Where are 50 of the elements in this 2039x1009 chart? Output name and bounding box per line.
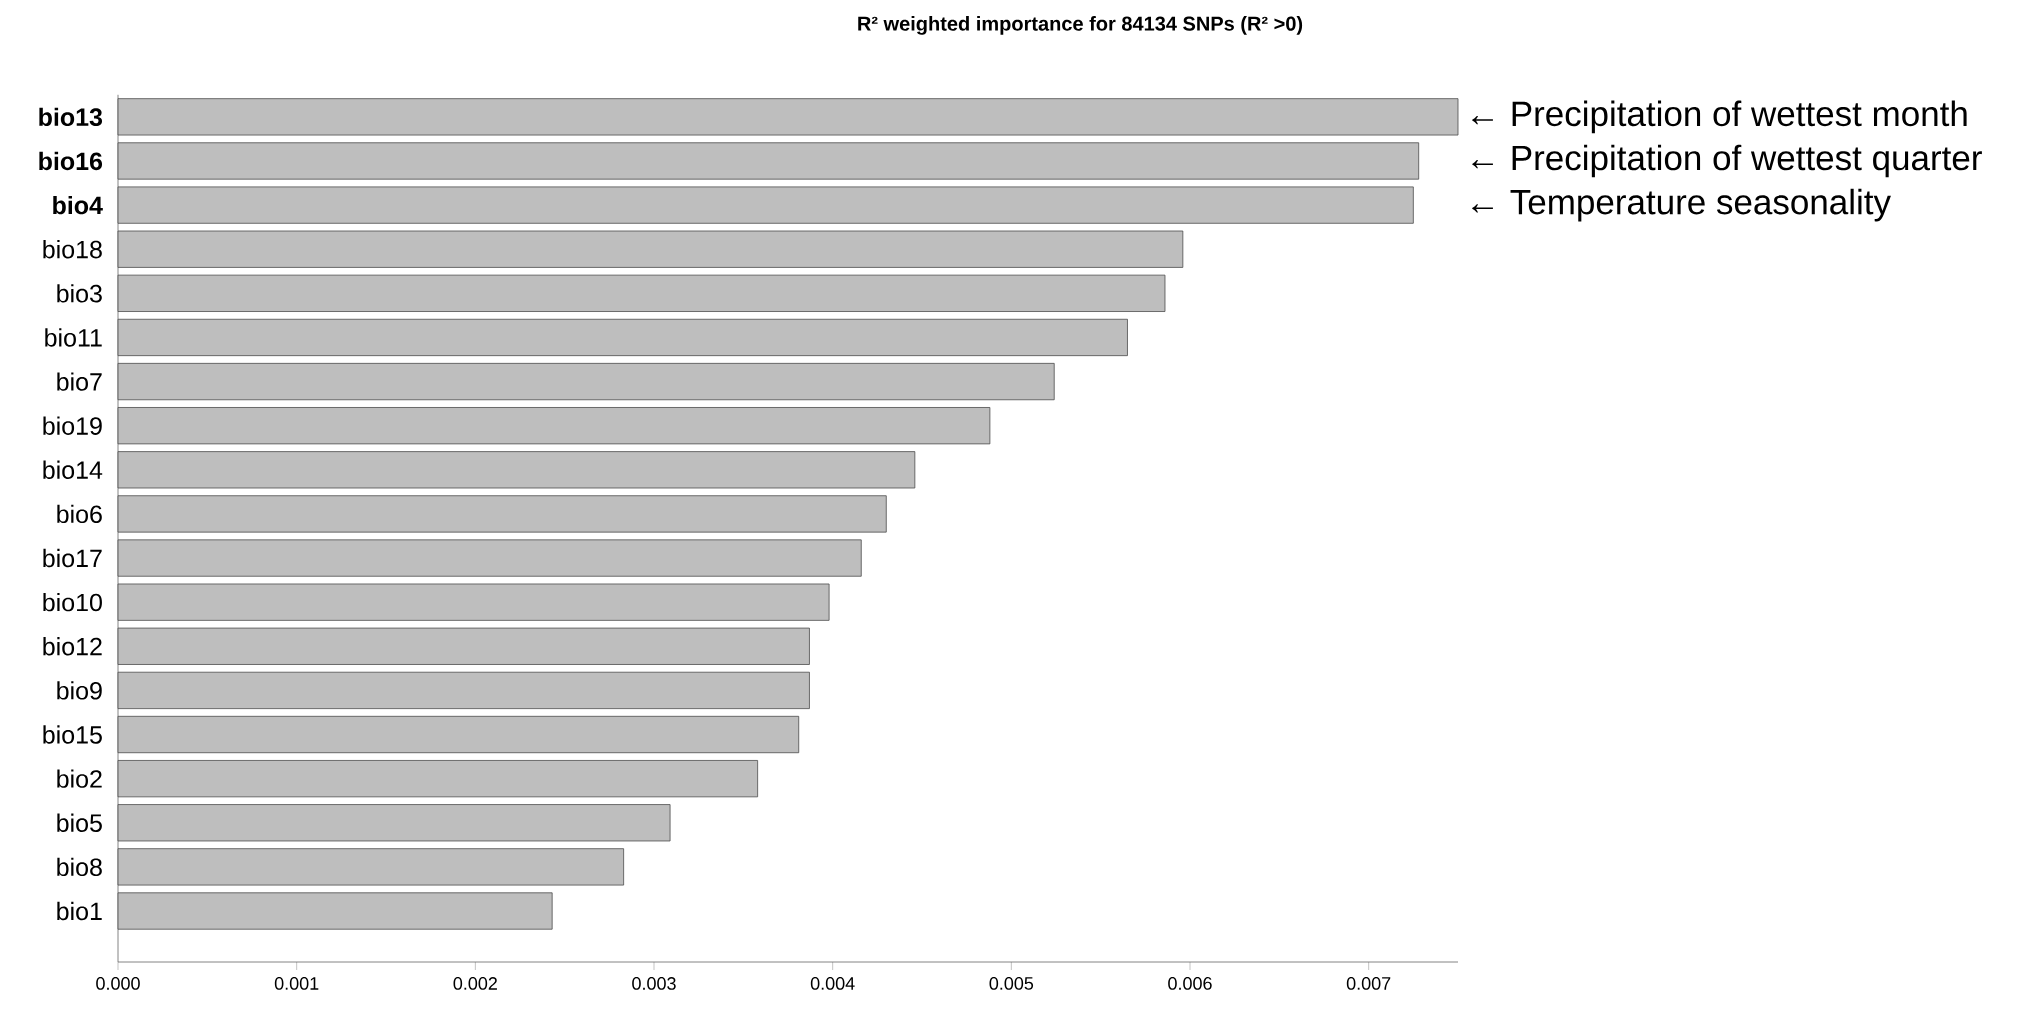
bar [117, 98, 1459, 136]
x-tick-label: 0.000 [96, 977, 140, 990]
x-tick-label: 0.004 [810, 977, 855, 990]
y-tick-label: bio6 [57, 504, 102, 524]
bar [117, 407, 991, 445]
x-tick-label: 0.001 [274, 977, 319, 990]
y-tick-label: bio12 [43, 637, 102, 656]
bar [117, 362, 1055, 401]
x-tick-label: 0.003 [632, 977, 676, 990]
y-tick-label: bio19 [43, 416, 102, 435]
chart-title: R² weighted importance for 84134 SNPs (R² >0) [858, 16, 1303, 35]
y-tick-label: bio7 [57, 372, 102, 391]
bar [117, 451, 916, 489]
y-tick-label: bio15 [43, 725, 102, 744]
x-tick-label: 0.005 [989, 977, 1034, 990]
y-tick-label: bio14 [43, 460, 103, 479]
bar [117, 495, 887, 533]
y-tick-label: bio2 [57, 769, 102, 788]
y-tick-label: bio11 [45, 328, 102, 347]
bar [117, 715, 800, 754]
y-tick-label: bio8 [57, 857, 102, 877]
bar [117, 539, 862, 577]
bar [117, 892, 553, 930]
y-tick-label: bio10 [43, 592, 102, 612]
y-tick-label: bio3 [57, 284, 102, 303]
text: ← Temperature seasonality [1472, 188, 1891, 222]
y-tick-label: bio5 [57, 813, 102, 832]
y-tick-label: bio1 [57, 901, 102, 921]
x-tick-label: 0.002 [453, 977, 497, 990]
bar [117, 318, 1128, 357]
bar [117, 804, 671, 842]
y-tick-label: bio13 [39, 107, 103, 127]
bar [117, 671, 810, 710]
y-tick-label: bio4 [53, 195, 103, 215]
text: ← Precipitation of wettest quarter [1472, 144, 1982, 178]
y-tick-label: bio17 [43, 548, 102, 568]
x-tick-label: 0.007 [1346, 977, 1391, 990]
x-tick-label: 0.006 [1168, 977, 1212, 990]
y-tick-label: bio9 [57, 681, 102, 700]
y-tick-label: bio16 [39, 151, 103, 171]
bar [117, 760, 759, 798]
text: ← Precipitation of wettest month [1472, 100, 1967, 134]
bar [117, 142, 1420, 180]
bar [117, 583, 830, 621]
bar [117, 848, 625, 886]
bar [117, 627, 810, 665]
bar [117, 230, 1184, 268]
bar [117, 274, 1166, 312]
y-tick-label: bio18 [43, 240, 102, 259]
bar [117, 186, 1414, 224]
